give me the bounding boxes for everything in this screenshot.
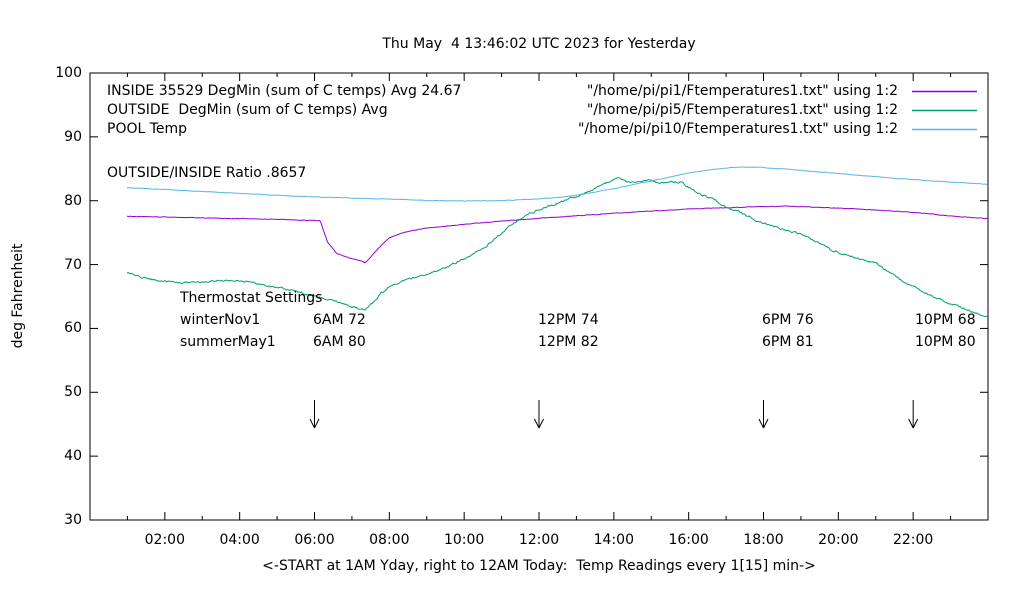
x-tick-label: 14:00 xyxy=(593,532,635,548)
ratio-annotation: OUTSIDE/INSIDE Ratio .8657 xyxy=(107,165,307,181)
setting-time-arrow xyxy=(534,418,540,429)
thermostat-setting: 10PM 68 xyxy=(915,312,976,328)
x-tick-label: 10:00 xyxy=(443,532,485,548)
x-tick-label: 02:00 xyxy=(144,532,186,548)
legend-series-label-outside: OUTSIDE DegMin (sum of C temps) Avg xyxy=(107,102,388,118)
x-tick-label: 22:00 xyxy=(892,532,934,548)
setting-time-arrow xyxy=(538,418,544,429)
legend-file-label-inside: "/home/pi/pi1/Ftemperatures1.txt" using … xyxy=(586,83,898,99)
x-tick-label: 12:00 xyxy=(518,532,560,548)
x-tick-label: 04:00 xyxy=(219,532,260,548)
y-tick-label: 50 xyxy=(64,384,82,401)
x-tick-label: 16:00 xyxy=(668,532,709,548)
y-axis-label: deg Fahrenheit xyxy=(10,243,26,349)
setting-time-arrow xyxy=(763,418,769,429)
legend-series-label-inside: INSIDE 35529 DegMin (sum of C temps) Avg… xyxy=(107,83,462,99)
x-tick-label: 06:00 xyxy=(294,532,335,548)
x-tick-label: 18:00 xyxy=(743,532,784,548)
series-line-inside xyxy=(126,205,988,264)
legend-file-label-pool: "/home/pi/pi10/Ftemperatures1.txt" using… xyxy=(577,121,898,137)
legend-file-label-outside: "/home/pi/pi5/Ftemperatures1.txt" using … xyxy=(586,102,898,118)
series-line-outside xyxy=(126,177,988,318)
setting-time-arrow xyxy=(758,418,764,429)
thermostat-setting: 10PM 80 xyxy=(915,334,976,350)
setting-time-arrow xyxy=(908,418,914,429)
thermostat-row-label-summer: summerMay1 xyxy=(180,334,276,350)
x-tick-label: 20:00 xyxy=(818,532,859,548)
thermostat-row-label-winter: winterNov1 xyxy=(180,312,261,328)
thermostat-setting: 12PM 82 xyxy=(538,334,599,350)
x-tick-label: 08:00 xyxy=(369,532,410,548)
thermostat-heading: Thermostat Settings xyxy=(180,290,323,306)
y-tick-label: 100 xyxy=(55,65,82,81)
thermostat-setting: 6AM 80 xyxy=(313,334,366,350)
series-line-pool xyxy=(126,166,988,202)
y-tick-label: 40 xyxy=(64,448,82,465)
y-tick-label: 80 xyxy=(64,192,82,209)
setting-time-arrow xyxy=(314,418,320,429)
thermostat-setting: 6PM 76 xyxy=(762,312,814,328)
x-axis-label: <-START at 1AM Yday, right to 12AM Today… xyxy=(262,558,816,574)
chart-title: Thu May 4 13:46:02 UTC 2023 for Yesterda… xyxy=(382,36,696,52)
legend-series-label-pool: POOL Temp xyxy=(107,121,188,137)
thermostat-setting: 12PM 74 xyxy=(538,312,599,328)
setting-time-arrow xyxy=(912,418,919,429)
thermostat-setting: 6AM 72 xyxy=(313,312,366,328)
thermostat-setting: 6PM 81 xyxy=(762,334,814,350)
y-tick-label: 70 xyxy=(64,256,82,273)
y-tick-label: 30 xyxy=(64,512,82,528)
setting-time-arrow xyxy=(309,418,315,429)
y-tick-label: 60 xyxy=(64,320,82,337)
y-tick-label: 90 xyxy=(64,128,82,145)
